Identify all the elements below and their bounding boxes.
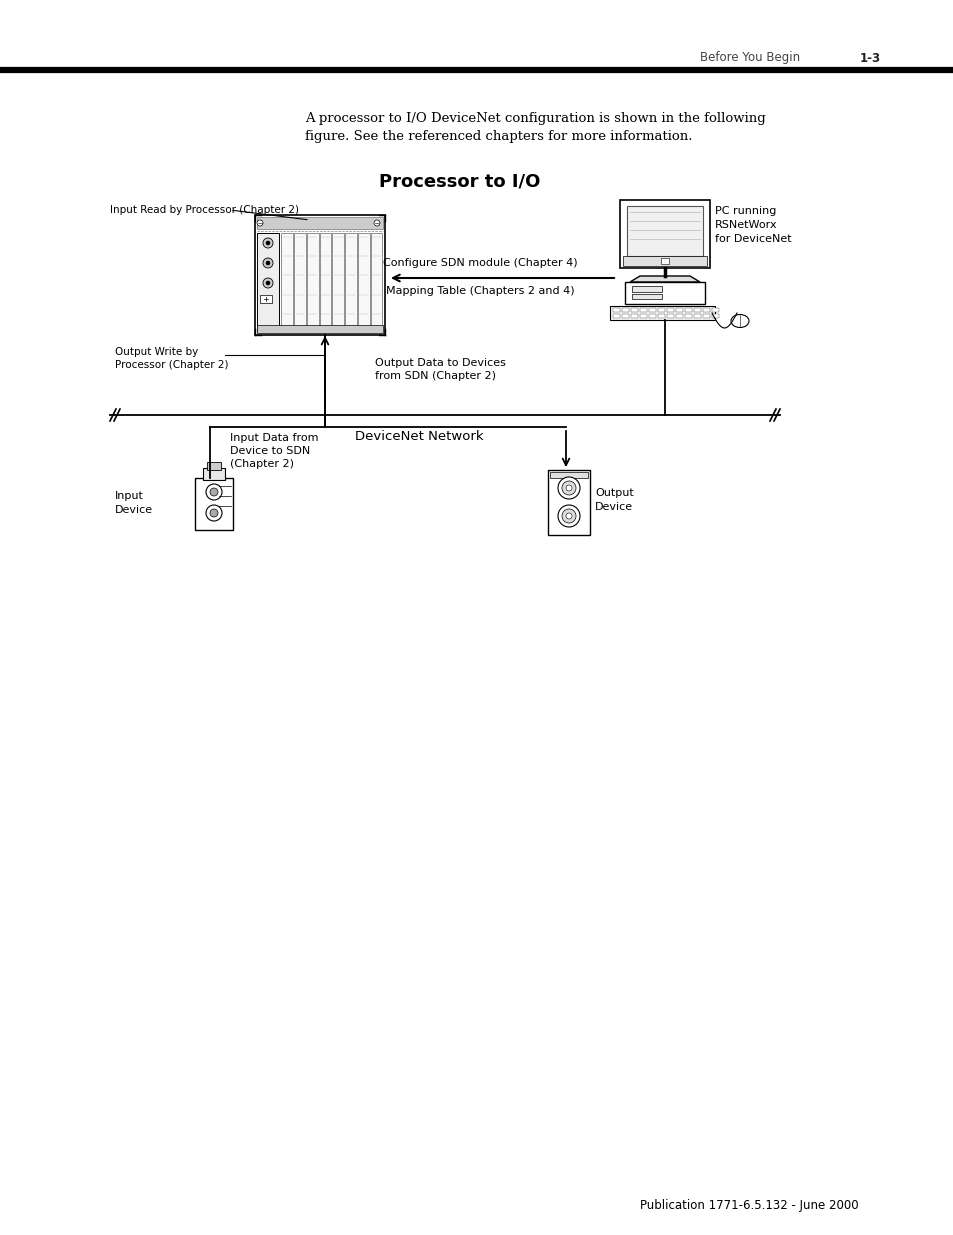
Text: Before You Begin: Before You Begin [700, 52, 800, 64]
Text: Output Data to Devices
from SDN (Chapter 2): Output Data to Devices from SDN (Chapter… [375, 358, 505, 382]
Bar [624, 282, 704, 304]
Text: Mapping Table (Chapters 2 and 4): Mapping Table (Chapters 2 and 4) [385, 287, 574, 296]
Circle shape [565, 513, 572, 519]
Ellipse shape [730, 315, 748, 327]
Bar [666, 314, 673, 317]
Text: 1-3: 1-3 [859, 52, 881, 64]
Bar [256, 325, 382, 333]
Circle shape [558, 477, 579, 499]
Bar [547, 471, 589, 535]
Bar [207, 462, 221, 471]
Text: Input
Device: Input Device [115, 492, 153, 515]
Text: Input Data from
Device to SDN
(Chapter 2): Input Data from Device to SDN (Chapter 2… [230, 433, 318, 469]
Bar [307, 233, 318, 331]
Bar [357, 233, 370, 331]
Circle shape [266, 241, 270, 245]
Bar [648, 314, 656, 317]
Circle shape [561, 509, 576, 522]
Bar [256, 233, 278, 331]
Bar [621, 308, 628, 312]
Bar [194, 478, 233, 530]
Text: Publication 1771-6.5.132 - June 2000: Publication 1771-6.5.132 - June 2000 [639, 1198, 858, 1212]
Bar [281, 233, 293, 331]
Bar [693, 308, 700, 312]
Bar [684, 308, 691, 312]
Bar [619, 200, 709, 268]
Text: Processor to I/O: Processor to I/O [379, 173, 540, 191]
Bar [676, 308, 682, 312]
Text: Configure SDN module (Chapter 4): Configure SDN module (Chapter 4) [382, 258, 577, 268]
Bar [203, 468, 225, 480]
Bar [626, 206, 702, 256]
Bar [260, 295, 272, 303]
Circle shape [210, 488, 218, 496]
Text: Output
Device: Output Device [595, 488, 633, 513]
Circle shape [206, 505, 222, 521]
Bar [613, 308, 619, 312]
Circle shape [206, 484, 222, 500]
Bar [631, 287, 661, 291]
Bar [676, 314, 682, 317]
Bar [711, 314, 719, 317]
Bar [631, 294, 661, 299]
Bar [345, 233, 356, 331]
Bar [609, 306, 714, 320]
Circle shape [256, 220, 263, 226]
Text: Output Write by
Processor (Chapter 2): Output Write by Processor (Chapter 2) [115, 347, 229, 370]
Bar [666, 308, 673, 312]
Bar [294, 233, 306, 331]
Bar [711, 308, 719, 312]
Circle shape [561, 480, 576, 495]
Text: DeviceNet Network: DeviceNet Network [355, 430, 483, 443]
Bar [630, 308, 638, 312]
Circle shape [263, 278, 273, 288]
Circle shape [263, 238, 273, 248]
Bar [639, 314, 646, 317]
Bar [648, 308, 656, 312]
Text: PC running
RSNetWorx
for DeviceNet: PC running RSNetWorx for DeviceNet [714, 206, 791, 245]
Bar [660, 258, 668, 264]
Polygon shape [629, 275, 700, 282]
Bar [371, 233, 382, 331]
Bar [254, 215, 385, 335]
Bar [622, 256, 706, 266]
Circle shape [266, 282, 270, 285]
Bar [613, 314, 619, 317]
Bar [639, 308, 646, 312]
Text: figure. See the referenced chapters for more information.: figure. See the referenced chapters for … [305, 130, 692, 143]
Circle shape [558, 505, 579, 527]
Bar [256, 217, 382, 228]
Text: A processor to I/O DeviceNet configuration is shown in the following: A processor to I/O DeviceNet configurati… [305, 112, 765, 125]
Bar [702, 308, 709, 312]
Bar [319, 233, 331, 331]
Circle shape [263, 258, 273, 268]
Bar [702, 314, 709, 317]
Bar [693, 314, 700, 317]
Circle shape [374, 220, 379, 226]
Bar [333, 233, 344, 331]
Text: Input Read by Processor (Chapter 2): Input Read by Processor (Chapter 2) [110, 205, 298, 215]
Bar [550, 472, 587, 478]
Circle shape [266, 261, 270, 266]
Bar [658, 314, 664, 317]
Bar [658, 308, 664, 312]
Bar [630, 314, 638, 317]
Circle shape [210, 509, 218, 517]
Bar [621, 314, 628, 317]
Bar [684, 314, 691, 317]
Circle shape [565, 485, 572, 492]
